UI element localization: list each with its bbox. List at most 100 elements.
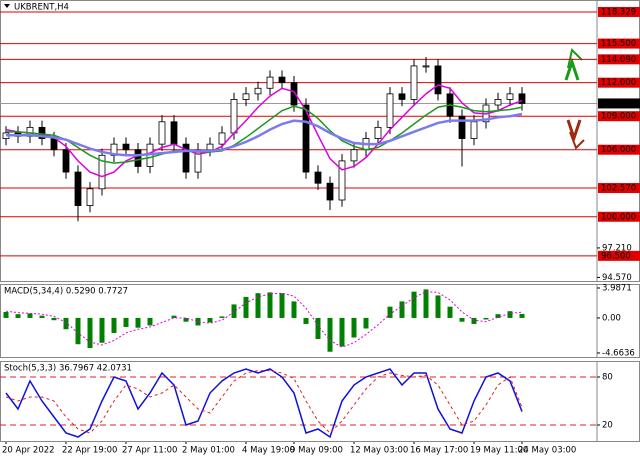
macd-bar: [495, 314, 501, 318]
candle-body: [422, 65, 430, 68]
macd-bar: [435, 295, 441, 318]
candle-body: [350, 149, 358, 162]
x-tick-label: 12 May 03:00: [350, 446, 408, 456]
y-tick-label: 94.570: [602, 273, 632, 283]
candle-body: [374, 126, 382, 139]
macd-bar: [27, 313, 33, 318]
y-tick-label: 96.500: [601, 251, 631, 261]
stochastic-line: [5, 370, 523, 434]
candle-body: [50, 138, 58, 151]
candle-body: [518, 93, 526, 104]
candle-body: [254, 87, 262, 95]
y-tick-label: 109.000: [601, 112, 636, 122]
candle-body: [434, 65, 442, 95]
macd-bar: [255, 293, 261, 318]
macd-bar: [75, 317, 81, 345]
moving-average-line: [6, 104, 523, 164]
tick-label-bg: [598, 98, 640, 109]
macd-bar: [87, 317, 93, 348]
macd-bar: [51, 317, 57, 321]
panel-title: Stoch(5,3,3) 36.7967 42.0731: [4, 364, 132, 374]
x-tick-label: 4 May 19:00: [242, 446, 295, 456]
macd-bar: [459, 317, 465, 322]
macd-bar: [135, 317, 141, 328]
y-tick-label: 80: [602, 373, 613, 383]
x-tick-label: 16 May 17:00: [410, 446, 468, 456]
y-tick-label: 112.000: [601, 78, 636, 88]
x-tick-label: 27 Apr 11:00: [122, 446, 177, 456]
candle-body: [494, 99, 502, 106]
macd-bar: [39, 315, 45, 318]
macd-bar: [363, 317, 369, 329]
candle-body: [122, 143, 130, 151]
macd-bar: [111, 317, 117, 333]
macd-bar: [183, 317, 189, 322]
candle-body: [86, 188, 94, 206]
macd-bar: [315, 317, 321, 339]
y-tick-label: -4.6636: [602, 348, 635, 358]
candle-body: [506, 93, 514, 100]
y-tick-label: 114.090: [601, 55, 636, 65]
macd-bar: [399, 301, 405, 318]
x-tick-label: 9 May 09:00: [290, 446, 343, 456]
y-tick-label: 3.9871: [602, 284, 632, 294]
macd-bar: [351, 317, 357, 338]
macd-bar: [147, 317, 153, 326]
candle-body: [230, 99, 238, 134]
macd-bar: [279, 293, 285, 318]
candle-body: [326, 182, 334, 201]
macd-bar: [447, 306, 453, 318]
menu-arrow: [4, 4, 10, 8]
macd-bar: [519, 313, 525, 318]
candle-body: [302, 104, 310, 173]
y-tick-label: 0.00: [602, 313, 621, 323]
macd-bar: [63, 317, 69, 330]
tick-label-bg: [598, 38, 640, 49]
macd-bar: [411, 291, 417, 318]
tick-label-bg: [598, 211, 640, 222]
tick-label-bg: [598, 6, 640, 17]
signal-line: [5, 291, 523, 348]
moving-average-line: [5, 84, 523, 178]
x-tick-label: 24 May 03:00: [518, 446, 576, 456]
macd-bar: [483, 317, 489, 320]
candle-body: [38, 126, 46, 139]
candle-body: [242, 93, 250, 100]
candle-body: [398, 93, 406, 100]
x-tick-label: 19 May 11:00: [470, 446, 528, 456]
x-tick-label: 2 May 01:00: [182, 446, 235, 456]
candle-body: [470, 121, 478, 139]
macd-bar: [291, 301, 297, 318]
macd-bar: [267, 292, 273, 318]
panel-title: MACD(5,34,4) 0.5290 0.7727: [4, 287, 128, 297]
macd-bar: [471, 317, 477, 324]
candle-body: [182, 143, 190, 173]
macd-bar: [507, 311, 513, 318]
candle-body: [278, 76, 286, 84]
tick-label-bg: [598, 111, 640, 122]
y-tick-label: 102.570: [601, 184, 636, 194]
y-tick-label: 115.500: [601, 39, 636, 49]
candle-body: [170, 121, 178, 145]
macd-bar: [387, 306, 393, 318]
candle-body: [134, 149, 142, 167]
macd-bar: [219, 316, 225, 318]
moving-average-line: [6, 112, 523, 157]
candle-body: [458, 115, 466, 139]
macd-bar: [195, 317, 201, 326]
macd-bar: [423, 289, 429, 318]
tick-label-bg: [598, 54, 640, 65]
candle-body: [386, 93, 394, 128]
macd-bar: [231, 304, 237, 318]
x-tick-label: 20 Apr 2022: [2, 446, 55, 456]
y-tick-label: 110.140: [601, 99, 636, 109]
candle-body: [74, 171, 82, 206]
candle-body: [98, 154, 106, 190]
tick-label-bg: [598, 77, 640, 88]
macd-bar: [99, 317, 105, 343]
stochastic-line: [5, 368, 523, 439]
candle-body: [290, 82, 298, 106]
candle-body: [158, 121, 166, 145]
tick-label-bg: [598, 183, 640, 194]
